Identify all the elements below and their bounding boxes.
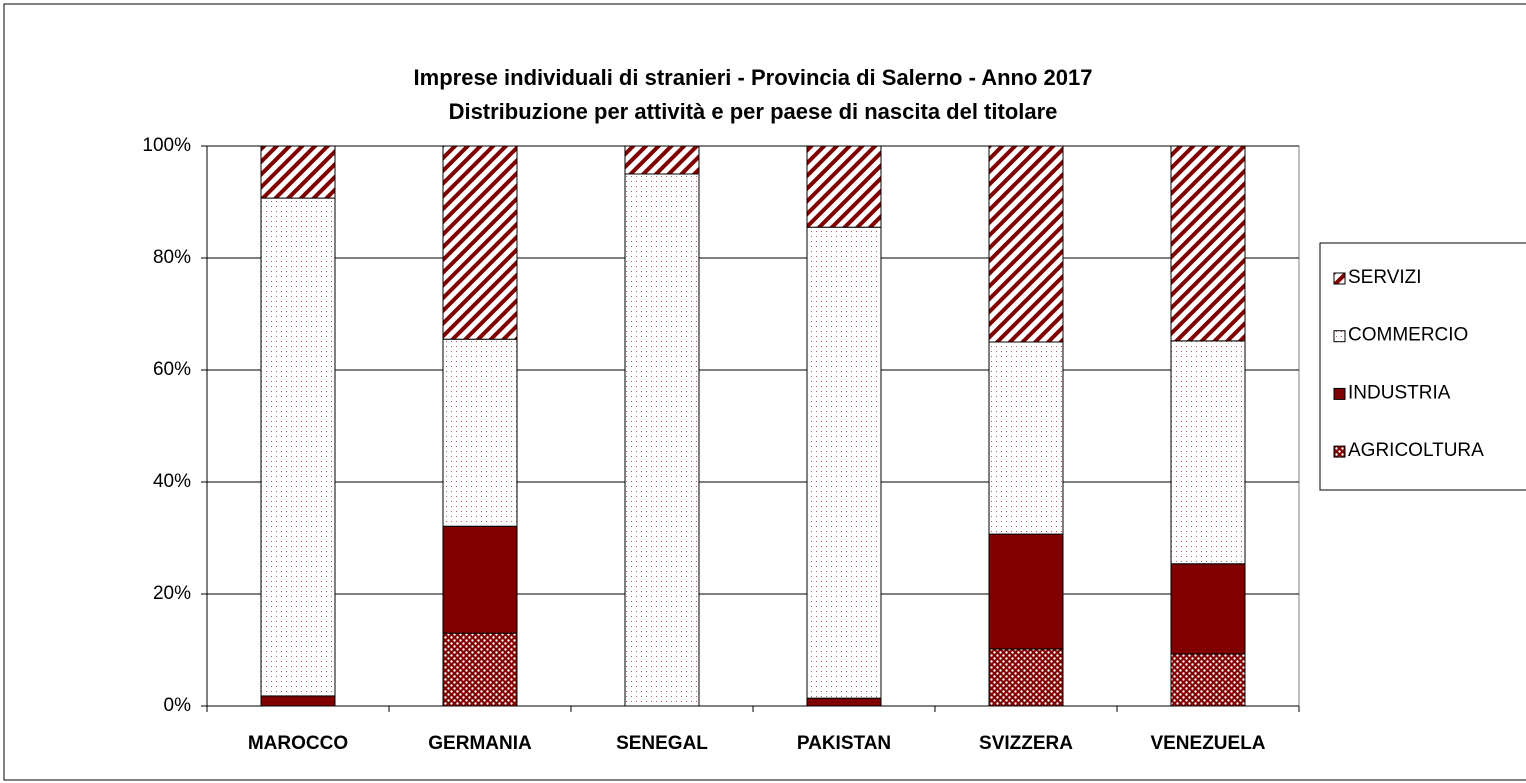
plot-area [206, 145, 1300, 707]
legend-label: INDUSTRIA [1348, 382, 1451, 403]
bar-segment [1170, 340, 1246, 565]
bar-segment [260, 145, 336, 199]
bar-segment [260, 197, 336, 697]
legend-swatch [1333, 330, 1346, 343]
legend-label: COMMERCIO [1348, 325, 1468, 346]
bar-segment [988, 341, 1064, 535]
bar-segment [624, 145, 700, 175]
y-tick-label: 80% [153, 247, 191, 268]
bar-segment [806, 226, 882, 699]
bar-segment [442, 145, 518, 340]
y-tick-label: 100% [142, 135, 191, 156]
bar-segment [988, 145, 1064, 343]
chart-title: Imprese individuali di stranieri - Provi… [414, 65, 1093, 90]
bar-segment [624, 173, 700, 707]
bar-segment [988, 533, 1064, 650]
y-tick-label: 60% [153, 359, 191, 380]
y-tick-label: 0% [164, 695, 192, 716]
bar-segment [442, 525, 518, 634]
bar-segment [260, 695, 336, 707]
legend-swatch [1333, 445, 1346, 458]
x-tick-label: VENEZUELA [1150, 733, 1265, 754]
bar-segment [1170, 145, 1246, 342]
bar-segment [806, 697, 882, 707]
legend-swatch [1333, 387, 1346, 400]
x-tick-label: SVIZZERA [979, 733, 1073, 754]
bar-segment [806, 145, 882, 228]
legend-label: SERVIZI [1348, 267, 1422, 288]
bar-segment [988, 648, 1064, 707]
x-tick-label: SENEGAL [616, 733, 708, 754]
bar-segment [442, 632, 518, 707]
chart-subtitle: Distribuzione per attività e per paese d… [449, 99, 1058, 124]
y-tick-label: 20% [153, 583, 191, 604]
bar-segment [1170, 653, 1246, 707]
legend-label: AGRICOLTURA [1348, 440, 1484, 461]
y-tick-label: 40% [153, 471, 191, 492]
x-tick-label: PAKISTAN [797, 733, 891, 754]
legend-box [1319, 242, 1526, 491]
legend-swatch [1333, 272, 1346, 285]
x-tick-label: MAROCCO [248, 733, 348, 754]
bar-segment [442, 338, 518, 527]
x-tick-label: GERMANIA [428, 733, 532, 754]
bar-segment [1170, 563, 1246, 655]
